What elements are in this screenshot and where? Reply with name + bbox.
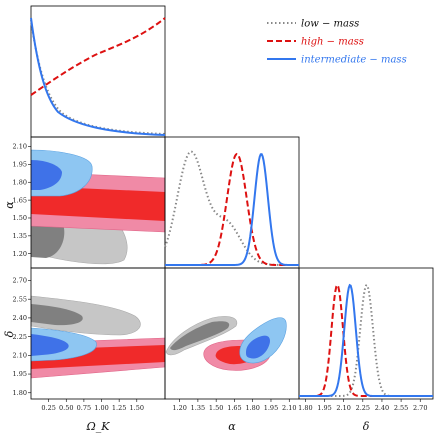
tick-label: 1.80 (13, 389, 27, 397)
tick-label: 0.50 (59, 404, 73, 412)
legend-label-high-mass: high − mass (301, 37, 364, 48)
tick-label: 1.65 (13, 196, 27, 204)
tick-label: 2.55 (13, 295, 27, 303)
y-axis-label-alpha: α (3, 201, 16, 209)
alpha-high-mass-curve (165, 152, 299, 266)
tick-label: 1.50 (209, 404, 223, 412)
tick-label: 1.80 (298, 404, 312, 412)
tick-label: 1.20 (13, 250, 27, 258)
omega-k-high-mass-curve (30, 17, 166, 96)
tick-label: 1.50 (13, 214, 27, 222)
contour-low-mass-outer (31, 295, 141, 336)
delta-low-mass-curve (299, 283, 433, 397)
y-axis-label-delta: δ (3, 330, 16, 337)
contour-intermediate-mass-inner (31, 160, 62, 190)
legend-label-low-mass: low − mass (301, 19, 359, 30)
panel-omega-k-marginal (30, 5, 166, 138)
alpha-intermediate-mass-curve (165, 153, 299, 266)
x-axis-label-delta: δ (363, 420, 370, 433)
tick-label: 2.40 (13, 314, 27, 322)
x-axis-label-alpha: α (228, 420, 236, 433)
contour-low-mass-inner (170, 321, 230, 351)
omega-k-low-mass-curve (30, 19, 166, 135)
contour-intermediate-mass-inner (31, 334, 69, 356)
tick-label: 1.80 (245, 404, 259, 412)
tick-label: 2.10 (336, 404, 350, 412)
tick-label: 2.40 (375, 404, 389, 412)
tick-label: 1.80 (13, 178, 27, 186)
tick-label: 1.25 (112, 404, 126, 412)
panel-alpha-marginal (164, 136, 300, 269)
tick-label: 1.95 (13, 161, 27, 169)
x-axis-label-omega-k: Ω_K (86, 420, 111, 433)
panel-frame (164, 136, 300, 269)
tick-label: 1.50 (130, 404, 144, 412)
x-axis-alpha-ticks: 1.20 1.35 1.50 1.65 1.80 1.95 2.10 (172, 399, 296, 412)
tick-label: 2.10 (282, 404, 296, 412)
tick-label: 1.35 (191, 404, 205, 412)
tick-label: 1.95 (13, 370, 27, 378)
tick-label: 2.55 (394, 404, 408, 412)
tick-label: 1.95 (317, 404, 331, 412)
tick-label: 1.65 (227, 404, 241, 412)
contour-intermediate-mass-inner (246, 335, 270, 359)
tick-label: 1.00 (94, 404, 108, 412)
alpha-low-mass-curve (164, 150, 299, 266)
contour-low-mass-inner (31, 304, 83, 326)
tick-label: 2.70 (13, 277, 27, 285)
panel-delta-vs-omega-k (30, 267, 166, 400)
x-axis-omega-k-ticks: 0.25 0.50 0.75 1.00 1.25 1.50 (41, 399, 144, 412)
panel-delta-marginal (298, 267, 434, 400)
legend-label-intermediate-mass: intermediate − mass (301, 55, 407, 66)
tick-label: 0.75 (77, 404, 91, 412)
omega-k-intermediate-mass-curve (30, 17, 166, 136)
tick-label: 2.25 (13, 333, 27, 341)
x-axis-delta-ticks: 1.80 1.95 2.10 2.25 2.40 2.55 2.70 (298, 399, 427, 412)
panel-delta-vs-alpha (164, 267, 300, 400)
delta-high-mass-curve (299, 283, 433, 397)
tick-label: 1.95 (264, 404, 278, 412)
panel-frame (30, 5, 166, 138)
tick-label: 1.20 (172, 404, 186, 412)
panel-frame (298, 267, 434, 400)
delta-intermediate-mass-curve (299, 283, 433, 397)
y-axis-delta-ticks: 1.80 1.95 2.10 2.25 2.40 2.55 2.70 (13, 277, 31, 397)
tick-label: 2.10 (13, 143, 27, 151)
y-axis-alpha-ticks: 1.20 1.35 1.50 1.65 1.80 1.95 2.10 (13, 143, 31, 258)
legend: low − mass high − mass intermediate − ma… (267, 19, 407, 66)
tick-label: 2.25 (356, 404, 370, 412)
panel-alpha-vs-omega-k (30, 136, 166, 269)
tick-label: 2.70 (413, 404, 427, 412)
tick-label: 1.35 (13, 232, 27, 240)
tick-label: 2.10 (13, 352, 27, 360)
tick-label: 0.25 (41, 404, 55, 412)
